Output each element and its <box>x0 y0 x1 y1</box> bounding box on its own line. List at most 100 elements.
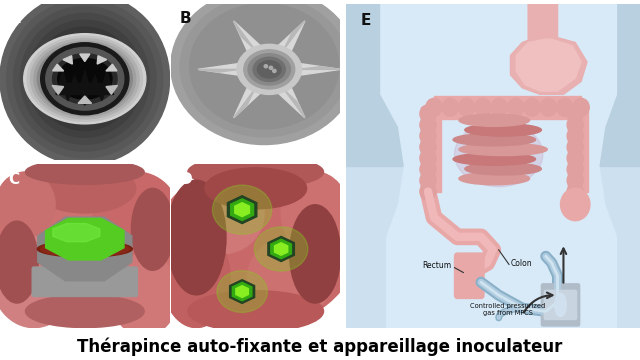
Ellipse shape <box>567 183 583 201</box>
Ellipse shape <box>110 254 178 336</box>
Polygon shape <box>234 86 261 118</box>
Polygon shape <box>234 21 261 52</box>
Ellipse shape <box>420 127 436 145</box>
Polygon shape <box>516 39 581 91</box>
Text: Rectum: Rectum <box>422 261 452 270</box>
Ellipse shape <box>26 295 144 328</box>
Ellipse shape <box>93 172 178 254</box>
Ellipse shape <box>188 156 324 188</box>
Polygon shape <box>198 63 239 75</box>
Ellipse shape <box>454 122 543 186</box>
Ellipse shape <box>555 293 566 316</box>
Polygon shape <box>227 196 257 224</box>
Ellipse shape <box>47 41 122 117</box>
Ellipse shape <box>189 4 339 129</box>
Ellipse shape <box>7 0 163 158</box>
Polygon shape <box>100 71 114 94</box>
Polygon shape <box>278 86 305 118</box>
Ellipse shape <box>27 36 143 121</box>
Ellipse shape <box>442 98 458 116</box>
Ellipse shape <box>52 54 117 104</box>
Ellipse shape <box>217 271 268 312</box>
Text: D: D <box>179 172 192 187</box>
Polygon shape <box>271 239 291 259</box>
Circle shape <box>273 69 276 72</box>
FancyBboxPatch shape <box>32 267 138 297</box>
Ellipse shape <box>420 105 436 123</box>
Ellipse shape <box>453 134 536 146</box>
Polygon shape <box>52 64 63 71</box>
Ellipse shape <box>557 98 573 116</box>
Polygon shape <box>299 63 340 75</box>
Ellipse shape <box>253 57 285 81</box>
Polygon shape <box>80 54 90 62</box>
Polygon shape <box>458 256 481 295</box>
Bar <box>434 96 581 118</box>
Polygon shape <box>56 71 70 94</box>
Polygon shape <box>235 203 250 217</box>
Text: Controlled pressurized
gas from MFCS: Controlled pressurized gas from MFCS <box>470 303 545 316</box>
Polygon shape <box>63 56 72 64</box>
Ellipse shape <box>524 98 540 116</box>
Ellipse shape <box>163 229 230 328</box>
Polygon shape <box>381 4 616 328</box>
Ellipse shape <box>492 98 508 116</box>
Polygon shape <box>511 36 587 94</box>
Polygon shape <box>232 282 252 301</box>
Ellipse shape <box>171 0 358 144</box>
Ellipse shape <box>20 13 149 144</box>
Ellipse shape <box>247 238 332 319</box>
Polygon shape <box>268 237 294 261</box>
Ellipse shape <box>561 188 590 221</box>
Ellipse shape <box>420 171 436 189</box>
Polygon shape <box>230 199 253 221</box>
Polygon shape <box>95 84 109 101</box>
Text: B: B <box>179 12 191 26</box>
Ellipse shape <box>281 172 349 254</box>
Polygon shape <box>78 96 92 103</box>
Ellipse shape <box>465 124 541 136</box>
Polygon shape <box>53 224 100 242</box>
Text: A: A <box>8 12 20 26</box>
Ellipse shape <box>567 149 583 167</box>
Polygon shape <box>278 21 305 52</box>
Ellipse shape <box>465 163 541 175</box>
Polygon shape <box>230 280 255 303</box>
Ellipse shape <box>255 227 308 271</box>
Ellipse shape <box>205 168 307 209</box>
Polygon shape <box>234 90 255 118</box>
Ellipse shape <box>567 161 583 178</box>
Circle shape <box>264 65 268 68</box>
Polygon shape <box>61 84 75 101</box>
Ellipse shape <box>420 149 436 167</box>
Ellipse shape <box>567 127 583 145</box>
Polygon shape <box>52 85 63 94</box>
Bar <box>568 107 589 192</box>
Ellipse shape <box>13 6 156 151</box>
Ellipse shape <box>248 54 291 85</box>
Ellipse shape <box>37 44 132 114</box>
Text: C: C <box>8 172 20 187</box>
Polygon shape <box>275 243 288 255</box>
Ellipse shape <box>420 183 436 201</box>
Ellipse shape <box>34 41 136 116</box>
Ellipse shape <box>290 205 340 303</box>
Ellipse shape <box>0 221 38 303</box>
Ellipse shape <box>0 180 178 311</box>
Ellipse shape <box>508 98 524 116</box>
Ellipse shape <box>58 58 112 99</box>
Polygon shape <box>78 84 92 105</box>
FancyBboxPatch shape <box>454 253 484 298</box>
Polygon shape <box>299 67 340 69</box>
Bar <box>420 107 442 192</box>
Ellipse shape <box>212 185 272 234</box>
Ellipse shape <box>34 164 136 213</box>
Polygon shape <box>38 217 132 281</box>
Ellipse shape <box>46 48 124 110</box>
Ellipse shape <box>459 114 530 126</box>
FancyBboxPatch shape <box>545 290 577 320</box>
Polygon shape <box>68 76 81 94</box>
Polygon shape <box>106 64 117 71</box>
Ellipse shape <box>420 116 436 134</box>
Ellipse shape <box>420 161 436 178</box>
